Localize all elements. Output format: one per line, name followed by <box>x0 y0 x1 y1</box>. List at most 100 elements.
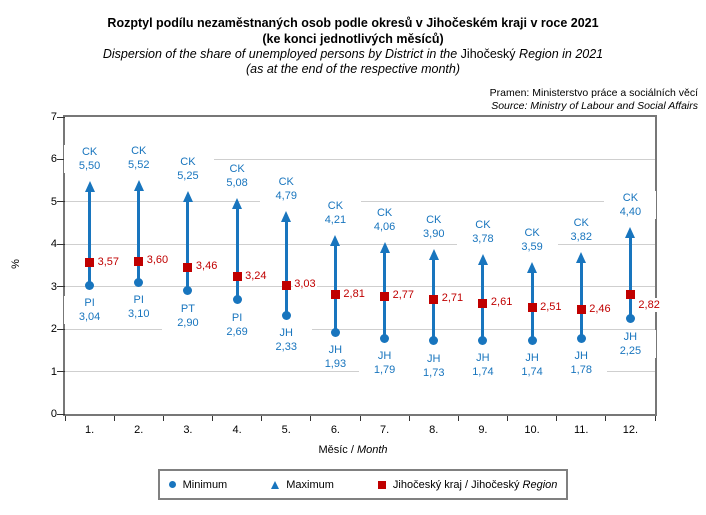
y-axis-title: % <box>10 259 22 269</box>
y-tick <box>57 243 65 245</box>
y-tick <box>57 286 65 288</box>
max-label-district: CK <box>622 192 639 205</box>
min-label-district: JH <box>525 352 539 365</box>
region-marker square-icon <box>576 305 586 315</box>
min-label-district: JH <box>377 350 392 363</box>
region-value-label: 2,71 <box>440 291 465 306</box>
x-tick <box>113 416 115 421</box>
min-marker circle-icon <box>183 286 193 296</box>
gridline <box>65 328 655 330</box>
region-value-label: 3,03 <box>293 277 317 292</box>
max-label-value: 5,50 <box>78 159 101 172</box>
y-tick-label: 4 <box>50 238 57 251</box>
min-label: PI 3,04 <box>63 296 116 325</box>
range-line <box>88 188 92 285</box>
region-marker square-icon <box>85 258 95 268</box>
region-marker square-icon <box>429 294 439 304</box>
y-tick-label: 2 <box>50 323 57 336</box>
max-label-district: CK <box>327 200 344 213</box>
legend: Minimum Maximum Jihočeský kraj / Jihočes… <box>158 469 568 500</box>
plot-area: 0 1 2 3 4 5 6 7 1. 2. 3. 4. 5. 6. 7. 8. 9. 10. 11. 12. CK 5,5… <box>51 111 661 436</box>
max-marker triangle-up-icon <box>133 179 144 191</box>
max-label-district: CK <box>573 216 589 229</box>
max-label-district: CK <box>180 156 196 169</box>
x-tick <box>654 416 656 421</box>
min-marker circle-icon <box>281 310 291 320</box>
max-label-district: CK <box>475 218 491 231</box>
range-line <box>186 199 190 291</box>
min-label-district: JH <box>279 327 293 340</box>
region-value-label: 3,57 <box>96 254 120 269</box>
min-label-value: 2,69 <box>226 325 248 338</box>
x-tick <box>457 416 459 421</box>
max-label-district: CK <box>229 163 245 176</box>
min-label-district: PI <box>84 297 95 310</box>
x-axis-title: Měsíc / Month <box>0 444 706 456</box>
gridline <box>65 158 655 160</box>
min-label: JH 1,79 <box>358 349 411 378</box>
y-tick-label: 1 <box>50 365 57 378</box>
legend-item-region: Jihočeský kraj / Jihočeský Region <box>377 479 557 491</box>
min-label-district: JH <box>476 352 490 365</box>
y-tick <box>57 328 65 330</box>
min-label-value: 1,74 <box>521 366 543 379</box>
max-label-district: CK <box>524 226 540 239</box>
min-label: JH 2,33 <box>260 326 313 355</box>
min-marker circle-icon <box>527 335 537 345</box>
max-label-district: CK <box>131 144 147 157</box>
max-label: CK 3,78 <box>456 217 509 246</box>
max-label-district: CK <box>376 206 393 219</box>
x-tick-label: 3. <box>183 424 193 436</box>
legend-region-label-plain: Jihočeský kraj / Jihočeský <box>392 478 523 491</box>
x-tick <box>212 416 213 421</box>
x-tick <box>162 416 164 421</box>
min-marker circle-icon <box>429 336 439 346</box>
x-axis-title-cs: Měsíc / <box>318 444 357 456</box>
min-label: JH 2,25 <box>604 329 657 358</box>
max-label-value: 3,59 <box>521 240 543 253</box>
range-line <box>137 187 141 283</box>
max-label: CK 5,25 <box>161 155 214 184</box>
max-marker triangle-up-icon <box>330 235 341 247</box>
range-line <box>333 243 337 333</box>
x-tick <box>507 416 508 421</box>
legend-region-label: Jihočeský kraj / Jihočeský Region <box>393 479 557 491</box>
max-label: CK 3,90 <box>407 212 460 241</box>
y-tick-label: 0 <box>50 408 57 420</box>
max-label: CK 5,50 <box>63 144 116 173</box>
min-label: JH 1,74 <box>506 351 559 380</box>
region-value-label: 2,61 <box>489 295 514 310</box>
min-label: PI 2,69 <box>211 310 264 339</box>
plot-frame <box>63 115 657 416</box>
min-label-district: JH <box>623 330 638 343</box>
min-marker circle-icon <box>232 295 242 305</box>
x-tick-label: 6. <box>330 424 340 436</box>
min-marker circle-icon <box>625 314 635 324</box>
y-tick-label: 5 <box>50 195 57 208</box>
max-label-district: CK <box>278 175 294 188</box>
legend-region-label-italic: Region <box>522 478 558 491</box>
min-label: PI 3,10 <box>112 293 165 322</box>
max-label-value: 4,06 <box>373 220 396 233</box>
triangle-up-icon <box>271 480 280 489</box>
y-tick <box>57 413 65 415</box>
max-label-value: 5,08 <box>226 177 248 190</box>
chart-title-en-line1: Dispersion of the share of unemployed pe… <box>0 47 706 62</box>
min-label-value: 1,93 <box>324 358 347 371</box>
max-label-value: 4,21 <box>324 214 347 227</box>
circle-icon <box>168 481 176 488</box>
y-tick-label: 6 <box>50 153 57 166</box>
x-tick-label: 5. <box>281 424 291 436</box>
region-value-label: 3,46 <box>194 259 219 274</box>
min-label-value: 3,10 <box>128 308 150 321</box>
x-tick-label: 7. <box>379 424 390 436</box>
max-label-value: 3,90 <box>423 227 445 240</box>
max-label-value: 5,25 <box>177 170 199 183</box>
x-tick-label: 2. <box>134 424 144 436</box>
region-value-label: 3,60 <box>145 253 170 268</box>
x-tick <box>359 416 361 421</box>
max-marker triangle-up-icon <box>477 253 488 265</box>
max-marker triangle-up-icon <box>428 248 439 260</box>
min-label: JH 1,93 <box>309 343 362 372</box>
x-tick-label: 10. <box>524 424 540 436</box>
